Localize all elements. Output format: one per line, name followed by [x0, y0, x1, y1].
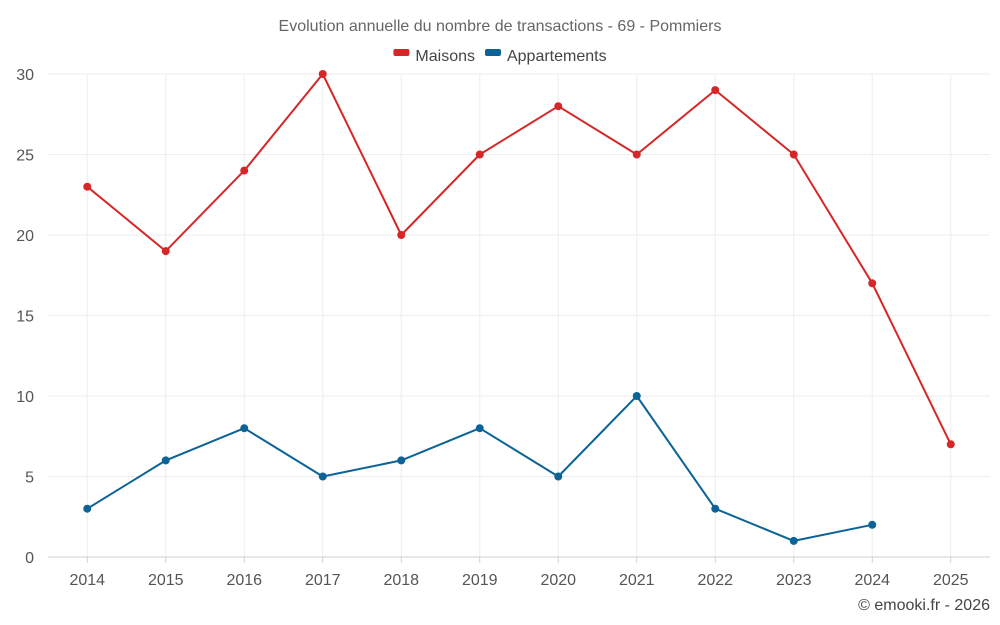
series-line-maisons	[86, 73, 952, 445]
data-point-maisons[interactable]	[83, 182, 92, 191]
data-point-maisons[interactable]	[397, 231, 406, 239]
series-maisons	[83, 70, 955, 449]
data-point-appartements[interactable]	[161, 456, 170, 465]
x-tick-label: 2017	[305, 572, 341, 589]
data-point-maisons[interactable]	[161, 247, 170, 256]
data-point-appartements[interactable]	[475, 424, 484, 433]
data-point-appartements[interactable]	[554, 472, 563, 481]
data-point-maisons[interactable]	[868, 279, 877, 288]
data-point-appartements[interactable]	[789, 536, 798, 545]
series-appartements	[83, 392, 877, 545]
x-tick-label: 2020	[540, 572, 576, 589]
data-point-maisons[interactable]	[946, 440, 955, 449]
legend-item-appartements[interactable]: Appartements	[484, 48, 607, 65]
x-tick-label: 2016	[226, 572, 262, 589]
x-tick-label: 2021	[619, 572, 655, 589]
x-tick-label: 2019	[462, 572, 498, 589]
data-point-maisons[interactable]	[711, 86, 720, 95]
series-layer	[83, 70, 955, 545]
y-tick-label: 10	[16, 389, 34, 406]
y-tick-label: 25	[16, 148, 34, 165]
data-point-maisons[interactable]	[475, 150, 484, 159]
data-point-maisons[interactable]	[789, 150, 798, 159]
y-tick-label: 20	[16, 228, 34, 245]
x-tick-label: 2014	[69, 572, 105, 589]
data-point-appartements[interactable]	[397, 456, 406, 465]
chart-title: Evolution annuelle du nombre de transact…	[279, 18, 722, 35]
y-tick-label: 5	[25, 470, 34, 487]
credit-text: © emooki.fr - 2026	[858, 597, 990, 614]
x-tick-label: 2025	[933, 572, 969, 589]
gridlines	[48, 73, 990, 557]
data-point-appartements[interactable]	[711, 504, 720, 513]
data-point-appartements[interactable]	[868, 520, 877, 529]
data-point-maisons[interactable]	[318, 70, 327, 78]
legend-item-maisons[interactable]: Maisons	[393, 48, 475, 65]
data-point-maisons[interactable]	[632, 150, 641, 159]
legend-label: Maisons	[415, 48, 475, 65]
x-tick-label: 2022	[697, 572, 733, 589]
legend-label: Appartements	[507, 48, 607, 65]
data-point-maisons[interactable]	[554, 102, 563, 111]
legend: Maisons Appartements	[393, 48, 607, 65]
y-tick-label: 30	[16, 67, 34, 84]
x-tick-label: 2018	[383, 572, 419, 589]
data-point-appartements[interactable]	[83, 504, 92, 513]
x-tick-label: 2015	[148, 572, 184, 589]
data-point-appartements[interactable]	[318, 472, 327, 481]
data-point-appartements[interactable]	[632, 392, 641, 400]
legend-swatch	[393, 49, 410, 56]
x-tick-label: 2023	[776, 572, 812, 589]
y-tick-label: 15	[16, 309, 34, 326]
y-tick-label: 0	[25, 550, 34, 567]
data-point-appartements[interactable]	[240, 424, 249, 433]
x-tick-label: 2024	[854, 572, 890, 589]
data-point-maisons[interactable]	[240, 166, 249, 175]
legend-swatch	[484, 49, 501, 56]
